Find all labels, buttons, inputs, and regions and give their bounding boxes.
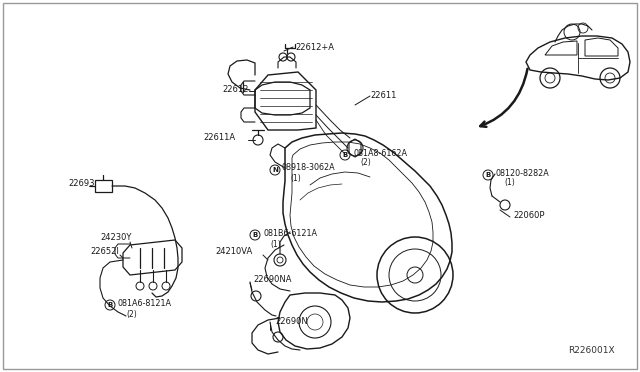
Text: 22612+A: 22612+A	[295, 42, 334, 51]
Text: 24230Y: 24230Y	[100, 234, 131, 243]
Text: 22060P: 22060P	[513, 211, 545, 219]
Text: 08120-8282A: 08120-8282A	[496, 169, 550, 177]
Text: (1): (1)	[290, 173, 301, 183]
Text: B: B	[485, 172, 491, 178]
Text: 081B6-6121A: 081B6-6121A	[263, 228, 317, 237]
Text: (1): (1)	[504, 179, 515, 187]
Text: (1): (1)	[270, 240, 281, 248]
Text: 081A8-6162A: 081A8-6162A	[353, 148, 407, 157]
Text: 22612: 22612	[222, 86, 248, 94]
Text: (2): (2)	[126, 310, 137, 318]
Text: B: B	[108, 302, 113, 308]
Text: 22611: 22611	[370, 90, 396, 99]
Text: 08918-3062A: 08918-3062A	[282, 164, 335, 173]
Text: R226001X: R226001X	[568, 346, 615, 355]
Text: 22652I: 22652I	[90, 247, 119, 257]
Text: 22690NA: 22690NA	[253, 276, 291, 285]
Text: B: B	[252, 232, 258, 238]
Text: N: N	[272, 167, 278, 173]
Text: B: B	[342, 152, 348, 158]
Text: 081A6-8121A: 081A6-8121A	[118, 298, 172, 308]
Text: (2): (2)	[360, 158, 371, 167]
Text: 22611A: 22611A	[203, 134, 235, 142]
Text: 22690N: 22690N	[275, 317, 308, 327]
Text: 24210VA: 24210VA	[215, 247, 252, 257]
Text: 22693: 22693	[68, 179, 95, 187]
